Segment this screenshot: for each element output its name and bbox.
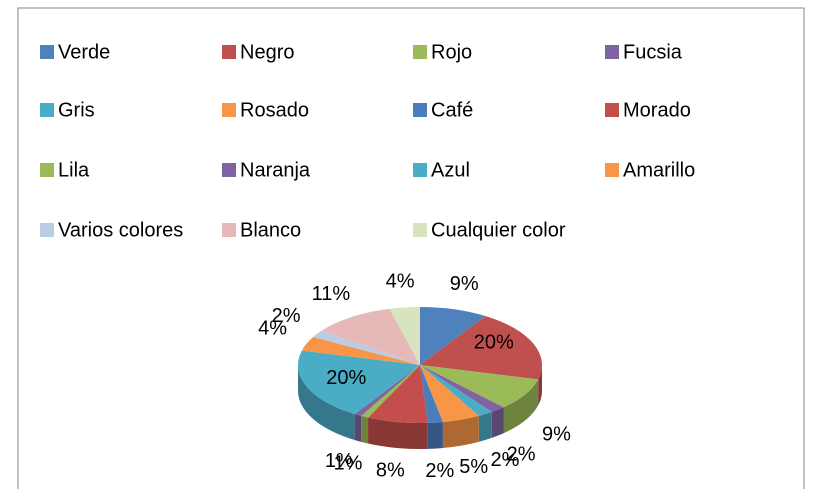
- data-label: 1%: [334, 452, 363, 474]
- data-label: 20%: [474, 331, 514, 353]
- legend-label: Negro: [240, 41, 294, 63]
- slice: [420, 365, 443, 423]
- legend-label: Naranja: [240, 159, 311, 181]
- slice-side: [427, 421, 443, 449]
- slice-side: [298, 365, 355, 440]
- legend-label: Rojo: [431, 41, 472, 63]
- data-label: 20%: [326, 367, 366, 389]
- legend-label: Verde: [58, 41, 110, 63]
- slice: [313, 330, 420, 365]
- legend-swatch: [40, 223, 54, 237]
- legend-label: Lila: [58, 159, 90, 181]
- data-label: 5%: [459, 456, 488, 478]
- legend-swatch: [222, 163, 236, 177]
- slice: [420, 365, 479, 422]
- data-label: 11%: [312, 283, 351, 305]
- legend-label: Morado: [623, 99, 691, 121]
- legend-swatch: [605, 103, 619, 117]
- data-label: 4%: [386, 270, 415, 292]
- slice: [420, 365, 492, 416]
- slice: [361, 365, 420, 418]
- legend-label: Cualquier color: [431, 219, 566, 241]
- slice-side: [354, 413, 362, 442]
- legend-label: Rosado: [240, 99, 309, 121]
- data-label: 1%: [325, 450, 354, 472]
- data-label: 2%: [272, 305, 301, 327]
- slice-side: [478, 411, 492, 442]
- slice: [389, 307, 420, 365]
- slice-side: [361, 415, 369, 444]
- slice: [420, 316, 542, 380]
- legend-label: Café: [431, 99, 473, 121]
- legend-swatch: [605, 163, 619, 177]
- data-label: 2%: [425, 460, 454, 482]
- slice: [354, 365, 420, 416]
- legend-swatch: [605, 45, 619, 59]
- slice: [420, 365, 539, 408]
- legend-label: Varios colores: [58, 219, 183, 241]
- legend-swatch: [40, 103, 54, 117]
- legend-label: Azul: [431, 159, 470, 181]
- slice-side: [368, 417, 428, 449]
- data-label: 2%: [507, 443, 536, 465]
- data-label: 4%: [258, 318, 287, 340]
- legend-label: Blanco: [240, 219, 301, 241]
- slice: [420, 307, 486, 365]
- slice: [420, 365, 504, 412]
- data-label: 8%: [376, 459, 405, 481]
- data-label: 2%: [491, 449, 520, 471]
- legend-swatch: [40, 163, 54, 177]
- slice: [298, 350, 420, 414]
- legend-swatch: [40, 45, 54, 59]
- legend-label: Gris: [58, 99, 95, 121]
- legend-swatch: [413, 45, 427, 59]
- legend-swatch: [222, 103, 236, 117]
- slice: [301, 337, 420, 365]
- slice-side: [503, 379, 539, 434]
- slice-side: [491, 407, 504, 438]
- chart-border: [17, 7, 805, 489]
- slice: [368, 365, 428, 424]
- legend-label: Amarillo: [623, 159, 695, 181]
- legend-swatch: [222, 45, 236, 59]
- legend-swatch: [413, 163, 427, 177]
- legend-swatch: [413, 103, 427, 117]
- slice-side: [442, 415, 479, 448]
- legend-swatch: [413, 223, 427, 237]
- data-label: 9%: [450, 273, 479, 295]
- slice-side: [538, 365, 542, 406]
- slice: [321, 308, 420, 365]
- legend-label: Fucsia: [623, 41, 683, 63]
- legend-swatch: [222, 223, 236, 237]
- data-label: 9%: [542, 424, 571, 446]
